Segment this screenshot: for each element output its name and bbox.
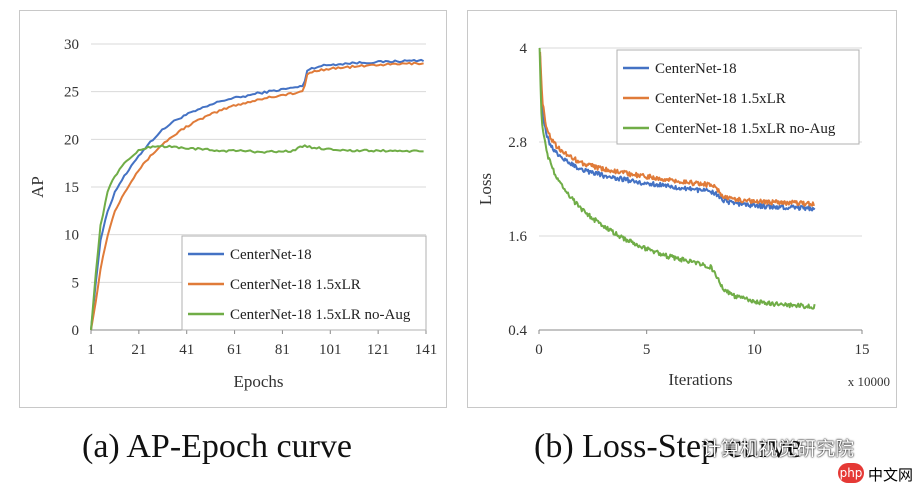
chart-frame bbox=[19, 10, 447, 408]
watermark-logo: php bbox=[838, 463, 864, 483]
y-tick-label: 2.8 bbox=[508, 135, 527, 151]
legend-label: CenterNet-18 1.5xLR no-Aug bbox=[655, 121, 836, 137]
watermark-text: 计算机视觉研究院 bbox=[702, 438, 855, 460]
caption-loss-step: (b) Loss-Step curve bbox=[534, 428, 803, 465]
watermark-site: 中文网 bbox=[868, 466, 914, 484]
x-tick-label: 5 bbox=[643, 342, 651, 358]
x-axis-multiplier: x 10000 bbox=[848, 374, 890, 389]
y-tick-label: 0.4 bbox=[508, 323, 527, 339]
y-tick-label: 15 bbox=[64, 180, 79, 196]
x-tick-label: 15 bbox=[855, 342, 870, 358]
legend bbox=[616, 49, 860, 145]
x-tick-label: 61 bbox=[227, 342, 242, 358]
y-tick-label: 30 bbox=[64, 37, 79, 53]
legend-label: CenterNet-18 1.5xLR bbox=[230, 277, 361, 293]
x-tick-label: 121 bbox=[367, 342, 390, 358]
loss-step-chart: 0.4 1.6 2.8 4 0 5 10 15 Iterations Loss x 10000 Cen… bbox=[467, 10, 897, 408]
y-tick-label: 4 bbox=[520, 41, 528, 57]
y-tick-label: 20 bbox=[64, 132, 79, 148]
legend-label: CenterNet-18 1.5xLR no-Aug bbox=[230, 307, 411, 323]
y-tick-label: 1.6 bbox=[508, 229, 527, 245]
series-line bbox=[90, 61, 424, 331]
y-tick-label: 25 bbox=[64, 85, 79, 101]
caption-ap-epoch: (a) AP-Epoch curve bbox=[82, 428, 353, 465]
x-tick-label: 10 bbox=[747, 342, 762, 358]
y-axis-label: AP bbox=[28, 176, 47, 198]
x-tick-label: 41 bbox=[179, 342, 194, 358]
series-line bbox=[539, 51, 815, 207]
x-tick-label: 141 bbox=[415, 342, 438, 358]
legend-label: CenterNet-18 bbox=[230, 247, 312, 263]
legend-label: CenterNet-18 1.5xLR bbox=[655, 91, 786, 107]
y-tick-label: 10 bbox=[64, 228, 79, 244]
x-tick-label: 101 bbox=[319, 342, 342, 358]
x-tick-label: 1 bbox=[87, 342, 95, 358]
y-tick-label: 0 bbox=[72, 323, 80, 339]
series-line bbox=[539, 55, 816, 212]
x-tick-label: 81 bbox=[275, 342, 290, 358]
series-line bbox=[538, 47, 816, 310]
y-tick-label: 5 bbox=[72, 275, 80, 291]
x-tick-label: 21 bbox=[131, 342, 146, 358]
x-tick-label: 0 bbox=[535, 342, 543, 358]
x-axis-label: Iterations bbox=[668, 370, 732, 389]
y-axis-label: Loss bbox=[476, 173, 495, 205]
legend-label: CenterNet-18 bbox=[655, 61, 737, 77]
series-line bbox=[90, 144, 424, 331]
x-axis-label: Epochs bbox=[233, 372, 283, 391]
